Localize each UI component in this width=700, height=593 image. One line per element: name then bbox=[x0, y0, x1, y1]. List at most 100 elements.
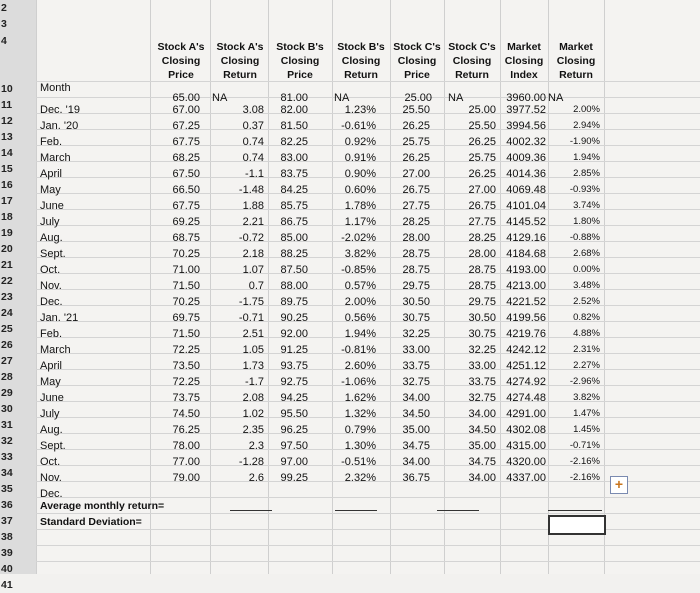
month-cell[interactable]: Dec. bbox=[40, 296, 63, 308]
stock-a-return[interactable]: 0.74 bbox=[242, 136, 264, 148]
stock-a-price[interactable]: 71.50 bbox=[172, 328, 200, 340]
add-icon[interactable]: + bbox=[610, 476, 628, 494]
market-return[interactable]: 2.52% bbox=[573, 296, 600, 307]
market-return[interactable]: 0.82% bbox=[573, 312, 600, 323]
market-index[interactable]: 4219.76 bbox=[506, 328, 546, 340]
stock-a-return[interactable]: 1.73 bbox=[242, 360, 264, 372]
market-index[interactable]: 4184.68 bbox=[506, 248, 546, 260]
cell[interactable]: NA bbox=[212, 92, 228, 104]
stock-a-return[interactable]: 2.18 bbox=[242, 248, 264, 260]
stock-a-return[interactable]: 2.21 bbox=[242, 216, 264, 228]
stock-c-price[interactable]: 34.75 bbox=[402, 440, 430, 452]
stock-a-price[interactable]: 67.75 bbox=[172, 136, 200, 148]
market-index[interactable]: 4002.32 bbox=[506, 136, 546, 148]
stock-b-return[interactable]: 0.91% bbox=[344, 152, 376, 164]
market-return[interactable]: 1.45% bbox=[573, 424, 600, 435]
market-return[interactable]: -0.88% bbox=[569, 232, 600, 243]
stock-c-return[interactable]: 33.75 bbox=[468, 376, 496, 388]
market-index[interactable]: 3977.52 bbox=[506, 104, 546, 116]
market-index[interactable]: 4274.48 bbox=[506, 392, 546, 404]
stock-c-return[interactable]: 27.75 bbox=[468, 216, 496, 228]
market-return[interactable]: 0.00% bbox=[573, 264, 600, 275]
stock-b-price[interactable]: 81.50 bbox=[280, 120, 308, 132]
stock-a-return[interactable]: -1.48 bbox=[238, 184, 264, 196]
stock-c-price[interactable]: 34.00 bbox=[402, 456, 430, 468]
stock-c-price[interactable]: 33.00 bbox=[402, 344, 430, 356]
stock-a-price[interactable]: 67.25 bbox=[172, 120, 200, 132]
stock-a-return[interactable]: 3.08 bbox=[242, 104, 264, 116]
month-cell[interactable]: July bbox=[40, 216, 60, 228]
stock-c-return[interactable]: 32.75 bbox=[468, 392, 496, 404]
stock-c-return[interactable]: 34.00 bbox=[468, 408, 496, 420]
stock-b-return[interactable]: 3.82% bbox=[344, 248, 376, 260]
market-return[interactable]: 1.47% bbox=[573, 408, 600, 419]
stock-a-return[interactable]: -1.28 bbox=[238, 456, 264, 468]
stock-b-price[interactable]: 82.00 bbox=[280, 104, 308, 116]
stock-b-price[interactable]: 97.50 bbox=[280, 440, 308, 452]
market-index[interactable]: 4251.12 bbox=[506, 360, 546, 372]
stock-a-return[interactable]: 0.7 bbox=[248, 280, 264, 292]
month-cell[interactable]: May bbox=[40, 376, 61, 388]
stock-c-return[interactable]: 25.00 bbox=[468, 104, 496, 116]
stock-a-return[interactable]: 1.07 bbox=[242, 264, 264, 276]
month-cell[interactable]: Sept. bbox=[40, 440, 66, 452]
stock-b-price[interactable]: 89.75 bbox=[280, 296, 308, 308]
month-cell[interactable]: Feb. bbox=[40, 328, 63, 340]
stock-a-price[interactable]: 73.50 bbox=[172, 360, 200, 372]
stock-b-return[interactable]: 0.56% bbox=[344, 312, 376, 324]
stock-a-return[interactable]: 1.88 bbox=[242, 200, 264, 212]
month-cell[interactable]: June bbox=[40, 200, 64, 212]
month-cell[interactable]: Aug. bbox=[40, 232, 63, 244]
stock-b-return[interactable]: 1.62% bbox=[344, 392, 376, 404]
stock-c-return[interactable]: 25.75 bbox=[468, 152, 496, 164]
stock-c-price[interactable]: 28.00 bbox=[402, 232, 430, 244]
market-index[interactable]: 4069.48 bbox=[506, 184, 546, 196]
market-index[interactable]: 4274.92 bbox=[506, 376, 546, 388]
stock-c-price[interactable]: 27.75 bbox=[402, 200, 430, 212]
cell[interactable]: NA bbox=[548, 92, 564, 104]
stock-a-price[interactable]: 68.75 bbox=[172, 232, 200, 244]
market-index[interactable]: 4009.36 bbox=[506, 152, 546, 164]
market-return[interactable]: -0.71% bbox=[569, 440, 600, 451]
month-cell[interactable]: March bbox=[40, 152, 71, 164]
market-index[interactable]: 4291.00 bbox=[506, 408, 546, 420]
stock-a-return[interactable]: -1.75 bbox=[238, 296, 264, 308]
stock-a-return[interactable]: 0.37 bbox=[242, 120, 264, 132]
month-cell[interactable]: Nov. bbox=[40, 280, 62, 292]
cell[interactable]: 65.00 bbox=[172, 92, 200, 104]
month-cell[interactable]: Sept. bbox=[40, 248, 66, 260]
stock-b-price[interactable]: 92.00 bbox=[280, 328, 308, 340]
cell[interactable]: 81.00 bbox=[280, 92, 308, 104]
avg-m-input[interactable] bbox=[548, 510, 602, 511]
stock-a-return[interactable]: 2.6 bbox=[248, 472, 264, 484]
stock-b-price[interactable]: 83.75 bbox=[280, 168, 308, 180]
stock-b-return[interactable]: -0.85% bbox=[341, 264, 376, 276]
stock-b-return[interactable]: 2.00% bbox=[344, 296, 376, 308]
stock-c-price[interactable]: 28.75 bbox=[402, 264, 430, 276]
stock-c-price[interactable]: 30.50 bbox=[402, 296, 430, 308]
month-cell[interactable]: May bbox=[40, 184, 61, 196]
stock-c-return[interactable]: 26.75 bbox=[468, 200, 496, 212]
stock-b-return[interactable]: -0.81% bbox=[341, 344, 376, 356]
stock-b-return[interactable]: 2.32% bbox=[344, 472, 376, 484]
stock-b-price[interactable]: 86.75 bbox=[280, 216, 308, 228]
stock-a-price[interactable]: 68.25 bbox=[172, 152, 200, 164]
stock-a-price[interactable]: 70.25 bbox=[172, 296, 200, 308]
avg-c-input[interactable] bbox=[437, 510, 479, 511]
stock-b-price[interactable]: 88.25 bbox=[280, 248, 308, 260]
stock-c-return[interactable]: 28.75 bbox=[468, 264, 496, 276]
market-return[interactable]: 2.68% bbox=[573, 248, 600, 259]
month-header[interactable]: Month bbox=[40, 82, 71, 94]
market-return[interactable]: -2.16% bbox=[569, 472, 600, 483]
market-index[interactable]: 4320.00 bbox=[506, 456, 546, 468]
stock-b-return[interactable]: 0.79% bbox=[344, 424, 376, 436]
month-cell[interactable]: Feb. bbox=[40, 136, 63, 148]
stock-c-price[interactable]: 26.25 bbox=[402, 152, 430, 164]
stock-b-price[interactable]: 85.00 bbox=[280, 232, 308, 244]
stock-b-price[interactable]: 95.50 bbox=[280, 408, 308, 420]
stock-a-price[interactable]: 76.25 bbox=[172, 424, 200, 436]
stock-a-price[interactable]: 72.25 bbox=[172, 376, 200, 388]
stock-c-price[interactable]: 26.75 bbox=[402, 184, 430, 196]
stock-a-price[interactable]: 71.00 bbox=[172, 264, 200, 276]
stock-c-price[interactable]: 35.00 bbox=[402, 424, 430, 436]
